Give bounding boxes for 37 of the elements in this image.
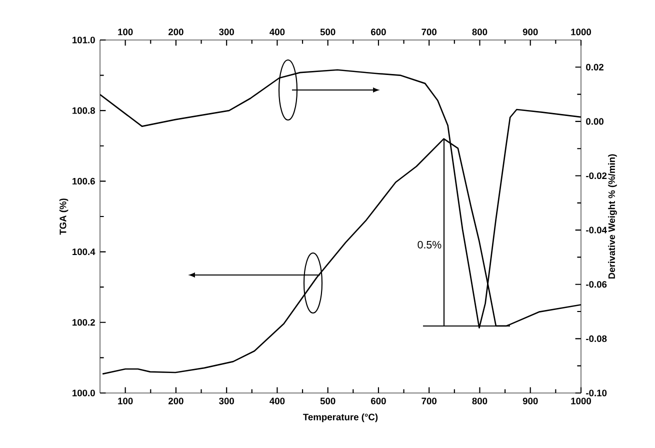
x-axis-title: Temperature (°C) bbox=[303, 413, 378, 422]
y2-tick-label: -0.04 bbox=[586, 226, 607, 234]
y2-tick-label: 0.02 bbox=[586, 64, 604, 70]
x-tick-label: 100 bbox=[118, 28, 133, 36]
x2-tick-label: 300 bbox=[219, 398, 234, 404]
x2-tick-label: 700 bbox=[422, 398, 437, 404]
x-tick-label: 800 bbox=[472, 28, 488, 36]
x-tick-label: 200 bbox=[168, 28, 184, 36]
x2-tick-label: 100 bbox=[118, 398, 133, 404]
x-tick-label: 300 bbox=[219, 28, 234, 36]
y2-tick-label: -0.02 bbox=[586, 172, 607, 180]
x-tick-label: 400 bbox=[270, 28, 285, 36]
x2-tick-label: 400 bbox=[270, 398, 285, 404]
y-axis-title: TGA (%) bbox=[59, 198, 68, 235]
x-tick-label: 1000 bbox=[571, 28, 591, 36]
x-tick-label: 600 bbox=[371, 28, 386, 36]
annotation: 0.5% bbox=[418, 240, 442, 249]
x-tick-label: 700 bbox=[422, 28, 437, 36]
y-tick-label: 100.8 bbox=[72, 107, 95, 114]
y-tick-label: 100.4 bbox=[72, 248, 96, 256]
y-tick-label: 100.0 bbox=[72, 390, 95, 396]
y2-tick-label: -0.08 bbox=[586, 335, 607, 342]
x2-tick-label: 800 bbox=[472, 398, 488, 404]
x2-tick-label: 900 bbox=[522, 398, 538, 404]
y2-tick-label: 0.00 bbox=[586, 118, 604, 125]
y-tick-label: 100.6 bbox=[72, 178, 95, 184]
x2-tick-label: 200 bbox=[168, 398, 184, 404]
y2-axis-title: Derivative Weight % (%/min) bbox=[608, 154, 617, 279]
x2-tick-label: 600 bbox=[371, 398, 386, 404]
y2-tick-label: -0.10 bbox=[586, 390, 607, 396]
x-tick-label: 500 bbox=[320, 28, 336, 36]
y-tick-label: 100.2 bbox=[72, 319, 95, 326]
x2-tick-label: 500 bbox=[320, 398, 336, 404]
y-tick-label: 101.0 bbox=[72, 36, 95, 44]
x2-tick-label: 1000 bbox=[571, 398, 591, 404]
x-tick-label: 900 bbox=[522, 28, 538, 36]
y2-tick-label: -0.06 bbox=[586, 281, 607, 288]
